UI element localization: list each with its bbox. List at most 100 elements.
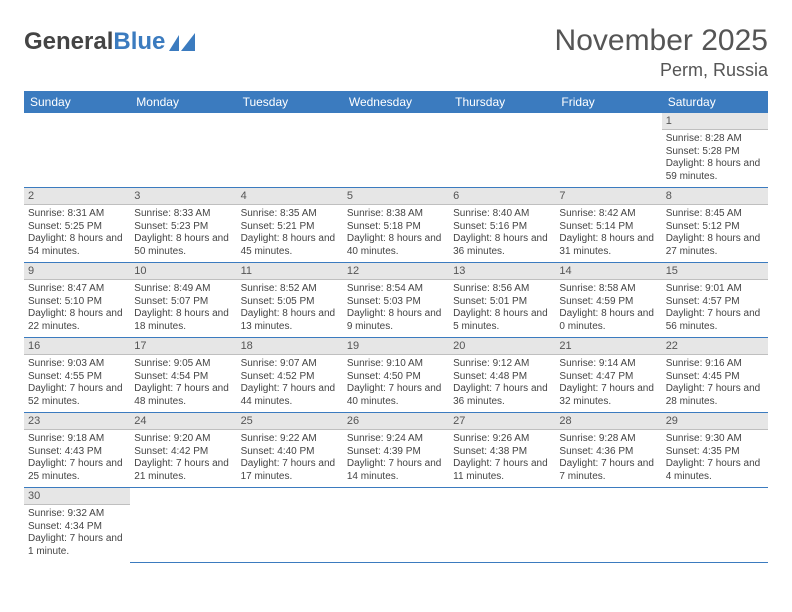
daylight-text: Daylight: 7 hours and 48 minutes. <box>134 383 232 408</box>
sunrise-text: Sunrise: 9:10 AM <box>347 358 445 371</box>
sunrise-text: Sunrise: 9:07 AM <box>241 358 339 371</box>
day-number: 17 <box>130 338 236 355</box>
sunrise-text: Sunrise: 8:28 AM <box>666 133 764 146</box>
sunset-text: Sunset: 4:38 PM <box>453 446 551 459</box>
day-body: Sunrise: 9:16 AMSunset: 4:45 PMDaylight:… <box>662 355 768 412</box>
day-number: 4 <box>237 188 343 205</box>
week-row: 2Sunrise: 8:31 AMSunset: 5:25 PMDaylight… <box>24 188 768 263</box>
week-row: 1Sunrise: 8:28 AMSunset: 5:28 PMDaylight… <box>24 113 768 188</box>
day-cell <box>449 488 555 563</box>
sunset-text: Sunset: 5:10 PM <box>28 296 126 309</box>
sunset-text: Sunset: 5:01 PM <box>453 296 551 309</box>
sunset-text: Sunset: 4:47 PM <box>559 371 657 384</box>
day-cell: 5Sunrise: 8:38 AMSunset: 5:18 PMDaylight… <box>343 188 449 263</box>
sunset-text: Sunset: 4:39 PM <box>347 446 445 459</box>
day-cell: 24Sunrise: 9:20 AMSunset: 4:42 PMDayligh… <box>130 413 236 488</box>
day-body: Sunrise: 9:30 AMSunset: 4:35 PMDaylight:… <box>662 430 768 487</box>
day-cell <box>555 488 661 563</box>
day-number: 10 <box>130 263 236 280</box>
sunset-text: Sunset: 5:23 PM <box>134 221 232 234</box>
sunrise-text: Sunrise: 9:28 AM <box>559 433 657 446</box>
day-cell: 11Sunrise: 8:52 AMSunset: 5:05 PMDayligh… <box>237 263 343 338</box>
day-body: Sunrise: 9:22 AMSunset: 4:40 PMDaylight:… <box>237 430 343 487</box>
day-body: Sunrise: 9:07 AMSunset: 4:52 PMDaylight:… <box>237 355 343 412</box>
daylight-text: Daylight: 8 hours and 27 minutes. <box>666 233 764 258</box>
location: Perm, Russia <box>555 60 768 81</box>
day-cell <box>237 488 343 563</box>
day-number: 13 <box>449 263 555 280</box>
sunset-text: Sunset: 5:07 PM <box>134 296 232 309</box>
sunset-text: Sunset: 4:36 PM <box>559 446 657 459</box>
daylight-text: Daylight: 8 hours and 5 minutes. <box>453 308 551 333</box>
sunset-text: Sunset: 4:45 PM <box>666 371 764 384</box>
daylight-text: Daylight: 7 hours and 32 minutes. <box>559 383 657 408</box>
day-cell: 16Sunrise: 9:03 AMSunset: 4:55 PMDayligh… <box>24 338 130 413</box>
day-body: Sunrise: 9:12 AMSunset: 4:48 PMDaylight:… <box>449 355 555 412</box>
sunset-text: Sunset: 4:35 PM <box>666 446 764 459</box>
day-cell: 3 Sunrise: 8:33 AMSunset: 5:23 PMDaylight… <box>130 188 236 263</box>
day-cell <box>24 113 130 188</box>
page: GeneralBlue November 2025 Perm, Russia S… <box>0 0 792 563</box>
day-cell: 17Sunrise: 9:05 AMSunset: 4:54 PMDayligh… <box>130 338 236 413</box>
day-cell: 22Sunrise: 9:16 AMSunset: 4:45 PMDayligh… <box>662 338 768 413</box>
day-cell <box>130 488 236 563</box>
sunset-text: Sunset: 4:59 PM <box>559 296 657 309</box>
day-number: 20 <box>449 338 555 355</box>
sunrise-text: Sunrise: 9:32 AM <box>28 508 126 521</box>
weekday-header: Wednesday <box>343 91 449 113</box>
day-number: 9 <box>24 263 130 280</box>
weekday-header: Thursday <box>449 91 555 113</box>
day-cell: 23Sunrise: 9:18 AMSunset: 4:43 PMDayligh… <box>24 413 130 488</box>
day-body: Sunrise: 8:49 AMSunset: 5:07 PMDaylight:… <box>130 280 236 337</box>
week-row: 9Sunrise: 8:47 AMSunset: 5:10 PMDaylight… <box>24 263 768 338</box>
day-cell <box>343 113 449 188</box>
daylight-text: Daylight: 8 hours and 40 minutes. <box>347 233 445 258</box>
day-body: Sunrise: 8:47 AMSunset: 5:10 PMDaylight:… <box>24 280 130 337</box>
day-cell <box>662 488 768 563</box>
day-number: 6 <box>449 188 555 205</box>
day-number: 3 <box>130 188 236 205</box>
day-number: 30 <box>24 488 130 505</box>
day-body: Sunrise: 8:54 AMSunset: 5:03 PMDaylight:… <box>343 280 449 337</box>
day-number: 14 <box>555 263 661 280</box>
daylight-text: Daylight: 7 hours and 40 minutes. <box>347 383 445 408</box>
daylight-text: Daylight: 8 hours and 13 minutes. <box>241 308 339 333</box>
daylight-text: Daylight: 7 hours and 25 minutes. <box>28 458 126 483</box>
daylight-text: Daylight: 8 hours and 0 minutes. <box>559 308 657 333</box>
sunrise-text: Sunrise: 9:16 AM <box>666 358 764 371</box>
day-cell: 6Sunrise: 8:40 AMSunset: 5:16 PMDaylight… <box>449 188 555 263</box>
sunrise-text: Sunrise: 8:33 AM <box>134 208 232 221</box>
day-cell <box>130 113 236 188</box>
day-cell <box>237 113 343 188</box>
day-number: 23 <box>24 413 130 430</box>
sunrise-text: Sunrise: 8:42 AM <box>559 208 657 221</box>
sunrise-text: Sunrise: 8:31 AM <box>28 208 126 221</box>
header: GeneralBlue November 2025 Perm, Russia <box>24 24 768 81</box>
sunrise-text: Sunrise: 9:30 AM <box>666 433 764 446</box>
sunrise-text: Sunrise: 9:22 AM <box>241 433 339 446</box>
day-body: Sunrise: 9:14 AMSunset: 4:47 PMDaylight:… <box>555 355 661 412</box>
day-cell: 7Sunrise: 8:42 AMSunset: 5:14 PMDaylight… <box>555 188 661 263</box>
day-body: Sunrise: 8:38 AMSunset: 5:18 PMDaylight:… <box>343 205 449 262</box>
day-number: 21 <box>555 338 661 355</box>
logo-flag-icon <box>169 33 195 51</box>
day-cell: 25Sunrise: 9:22 AMSunset: 4:40 PMDayligh… <box>237 413 343 488</box>
sunrise-text: Sunrise: 9:24 AM <box>347 433 445 446</box>
sunrise-text: Sunrise: 9:03 AM <box>28 358 126 371</box>
daylight-text: Daylight: 8 hours and 45 minutes. <box>241 233 339 258</box>
sunset-text: Sunset: 4:43 PM <box>28 446 126 459</box>
day-body: Sunrise: 8:31 AMSunset: 5:25 PMDaylight:… <box>24 205 130 262</box>
daylight-text: Daylight: 7 hours and 56 minutes. <box>666 308 764 333</box>
daylight-text: Daylight: 7 hours and 1 minute. <box>28 533 126 558</box>
sunrise-text: Sunrise: 8:54 AM <box>347 283 445 296</box>
day-body: Sunrise: 9:26 AMSunset: 4:38 PMDaylight:… <box>449 430 555 487</box>
day-cell: 29Sunrise: 9:30 AMSunset: 4:35 PMDayligh… <box>662 413 768 488</box>
daylight-text: Daylight: 8 hours and 59 minutes. <box>666 158 764 183</box>
daylight-text: Daylight: 8 hours and 31 minutes. <box>559 233 657 258</box>
day-body: Sunrise: 8:35 AMSunset: 5:21 PMDaylight:… <box>237 205 343 262</box>
daylight-text: Daylight: 8 hours and 50 minutes. <box>134 233 232 258</box>
day-cell: 13Sunrise: 8:56 AMSunset: 5:01 PMDayligh… <box>449 263 555 338</box>
day-number: 28 <box>555 413 661 430</box>
day-body: Sunrise: 8:28 AMSunset: 5:28 PMDaylight:… <box>662 130 768 187</box>
day-body: Sunrise: 9:01 AMSunset: 4:57 PMDaylight:… <box>662 280 768 337</box>
